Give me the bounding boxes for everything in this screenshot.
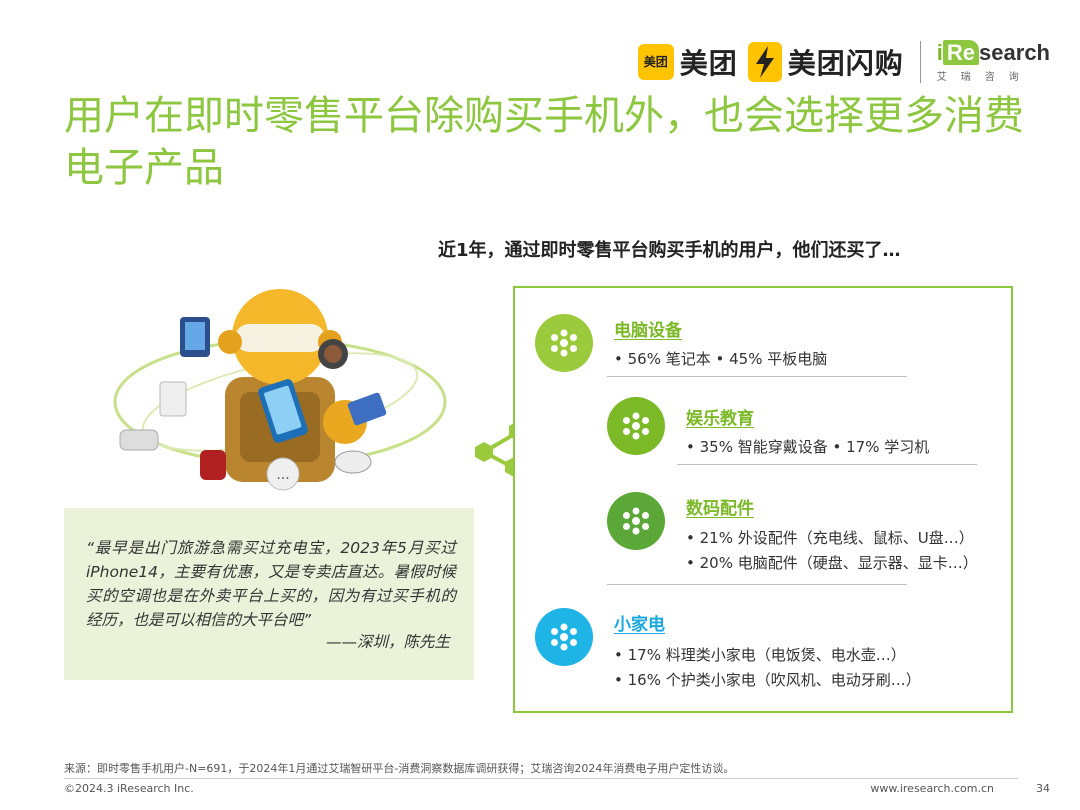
footer-divider [64, 778, 1018, 779]
divider [607, 584, 907, 585]
more-label: ... [276, 467, 289, 483]
category-line: • 56% 笔记本 • 45% 平板电脑 [614, 350, 828, 368]
page-number: 34 [1036, 782, 1050, 795]
category-line: • 20% 电脑配件（硬盘、显示器、显卡…） [686, 554, 978, 572]
category-line: • 17% 料理类小家电（电饭煲、电水壶…） [614, 646, 906, 664]
page-title: 用户在即时零售平台除购买手机外，也会选择更多消费电子产品 [64, 93, 1024, 191]
header-logos: 美团 美团 美团闪购 i Re search 艾瑞咨询 [637, 40, 1050, 83]
quote-text: “最早是出门旅游急需买过充电宝，2023年5月买过iPhone14，主要有优惠，… [86, 539, 456, 629]
accessories-category-icon [607, 492, 665, 550]
meituan-shangou-logo: 美团闪购 [747, 41, 904, 82]
laptop-device [347, 392, 387, 426]
computer-category-icon [535, 314, 593, 372]
copyright: ©2024.3 iResearch Inc. [64, 782, 194, 795]
quote-attribution: ——深圳，陈先生 [325, 633, 450, 651]
robot-illustration: ... [113, 289, 447, 491]
speaker-device [159, 381, 187, 417]
entertainment-category-icon [607, 397, 665, 455]
mouse-device [334, 450, 372, 474]
category-panel: 电脑设备 • 56% 笔记本 • 45% 平板电脑 娱乐教育 • 35% 智能穿… [513, 286, 1013, 713]
kettle-device [200, 450, 226, 480]
shangou-name: 美团闪购 [787, 46, 904, 80]
appliance-category-icon [535, 608, 593, 666]
logo-divider [919, 40, 921, 83]
meituan-name: 美团 [679, 46, 738, 80]
dryer-device [119, 429, 159, 451]
iresearch-logo: i Re search 艾瑞咨询 [937, 40, 1050, 83]
category-title-accessories: 数码配件 [686, 499, 754, 519]
robot-visor [235, 324, 325, 352]
iresearch-re: Re [942, 40, 980, 65]
user-quote-box: “最早是出门旅游急需买过充电宝，2023年5月买过iPhone14，主要有优惠，… [64, 508, 474, 680]
iresearch-sub: 艾瑞咨询 [936, 72, 1033, 83]
meituan-badge: 美团 [637, 43, 674, 80]
divider [607, 376, 907, 377]
divider [677, 464, 977, 465]
more-bubble [266, 457, 300, 491]
category-title-appliances: 小家电 [614, 615, 665, 635]
robot-ear-left [218, 330, 242, 354]
category-line: • 35% 智能穿戴设备 • 17% 学习机 [686, 438, 930, 456]
category-line: • 21% 外设配件（充电线、鼠标、U盘…） [686, 529, 974, 547]
category-title-computer: 电脑设备 [614, 321, 682, 341]
section-subtitle: 近1年，通过即时零售平台购买手机的用户，他们还买了… [438, 240, 901, 261]
category-title-entertainment: 娱乐教育 [686, 409, 754, 429]
iresearch-i: i [936, 40, 943, 65]
website-link[interactable]: www.iresearch.com.cn [870, 782, 994, 795]
lightning-bolt-icon [747, 41, 782, 82]
iresearch-search: search [979, 40, 1050, 65]
meituan-logo: 美团 美团 [637, 42, 738, 82]
source-note: 来源：即时零售手机用户-N=691，于2024年1月通过艾瑞智研平台-消费洞察数… [64, 762, 735, 775]
category-line: • 16% 个护类小家电（吹风机、电动牙刷…） [614, 671, 921, 689]
